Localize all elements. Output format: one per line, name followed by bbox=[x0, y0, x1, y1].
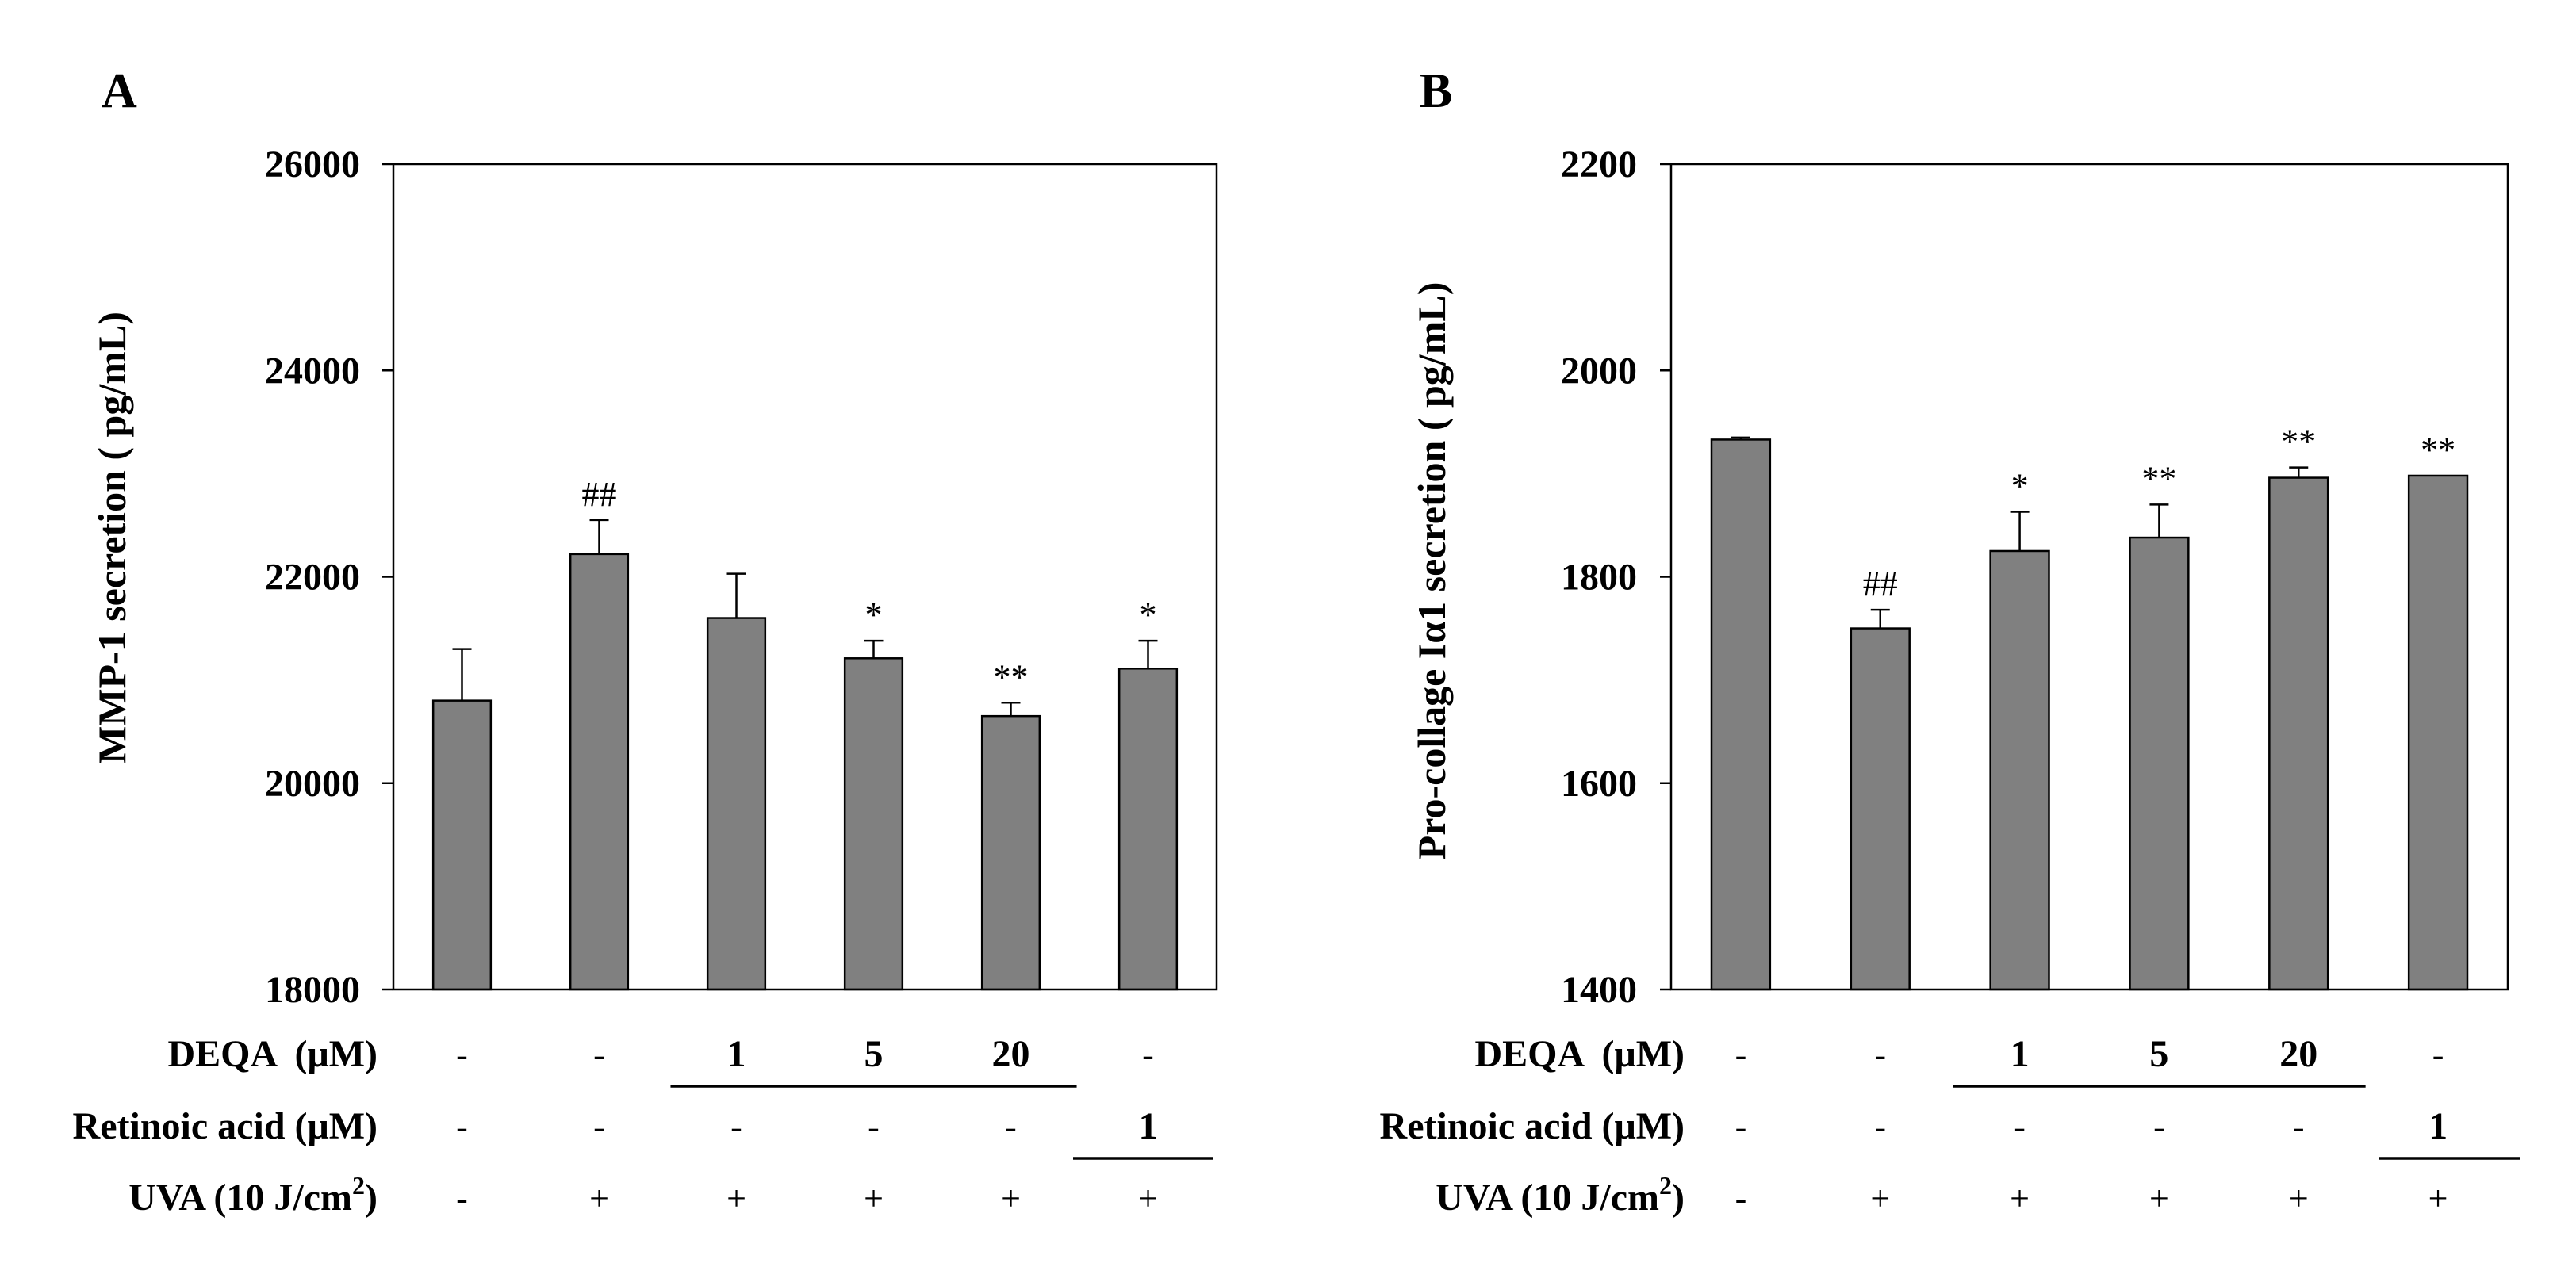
row-label-main: UVA (10 J/cm bbox=[128, 1177, 352, 1219]
row-label: Retinoic acid (μM) bbox=[1380, 1105, 1685, 1147]
panel-a: A MMP-1 secretion ( pg/mL) 1800020000220… bbox=[73, 64, 1218, 1219]
treatment-table-a: DEQA (μM) - - 1 5 20 - Retinoic acid (μM) - - - - - 1… bbox=[73, 1033, 1213, 1219]
y-tick-label: 18000 bbox=[265, 969, 360, 1011]
panel-b: B Pro-collage Iα1 secretion ( pg/mL) 140… bbox=[1380, 64, 2520, 1219]
y-tick-label: 2200 bbox=[1561, 144, 1637, 186]
row-label: DEQA (μM) bbox=[167, 1033, 378, 1075]
table-cell: 20 bbox=[992, 1033, 1030, 1075]
bars-a bbox=[431, 553, 1179, 991]
y-ticks-a: 18000 20000 22000 24000 26000 bbox=[265, 144, 393, 1011]
bar bbox=[1117, 668, 1179, 991]
table-cell: + bbox=[2010, 1179, 2030, 1218]
table-cell: - bbox=[593, 1035, 605, 1074]
significance-mark: ** bbox=[994, 657, 1029, 696]
plot-frame-a bbox=[392, 163, 1218, 991]
row-label-end: ) bbox=[1672, 1177, 1685, 1219]
table-cell: 5 bbox=[864, 1033, 884, 1075]
table-cell: - bbox=[456, 1108, 468, 1146]
significance-mark: * bbox=[1140, 595, 1157, 634]
table-cell: - bbox=[2293, 1108, 2305, 1146]
annotations-a: ##**** bbox=[582, 475, 1157, 696]
significance-mark: ## bbox=[582, 475, 617, 514]
annotations-b: ##* **** ** bbox=[1863, 423, 2455, 604]
bar bbox=[1710, 438, 1772, 991]
y-tick-label: 22000 bbox=[265, 557, 360, 599]
significance-mark: ## bbox=[1863, 565, 1898, 603]
bar bbox=[431, 699, 493, 991]
y-axis-title-b: Pro-collage Iα1 secretion ( pg/mL) bbox=[1409, 282, 1454, 860]
table-cell: - bbox=[456, 1179, 468, 1218]
row-label-end: ) bbox=[365, 1177, 378, 1219]
table-cell: + bbox=[1001, 1179, 1021, 1218]
row-label-superscript: 2 bbox=[352, 1171, 365, 1200]
plot-frame-b bbox=[1669, 163, 2509, 991]
table-cell: 1 bbox=[1139, 1105, 1158, 1147]
panel-letter-b: B bbox=[1420, 64, 1452, 118]
significance-mark: ** bbox=[2281, 423, 2316, 461]
y-tick-label: 1600 bbox=[1561, 763, 1637, 805]
bar bbox=[569, 553, 630, 991]
y-tick-label: 1800 bbox=[1561, 557, 1637, 599]
error-bars-b bbox=[1731, 436, 2309, 629]
treatment-table-b: DEQA (μM) - - 1 5 20 - Retinoic acid (μM) - - - - - 1… bbox=[1380, 1033, 2520, 1219]
y-axis-title-a: MMP-1 secretion ( pg/mL) bbox=[90, 312, 134, 764]
table-cell: 5 bbox=[2149, 1033, 2168, 1075]
bar bbox=[2407, 474, 2469, 991]
y-tick-label: 20000 bbox=[265, 763, 360, 805]
table-cell: 1 bbox=[2011, 1033, 2030, 1075]
table-cell: + bbox=[726, 1179, 746, 1218]
y-tick-label: 2000 bbox=[1561, 350, 1637, 392]
bar bbox=[1850, 627, 1911, 991]
table-cell: 1 bbox=[2428, 1105, 2448, 1147]
table-cell: - bbox=[868, 1108, 880, 1146]
bar bbox=[706, 617, 767, 991]
y-tick-label: 1400 bbox=[1561, 969, 1637, 1011]
bar bbox=[2268, 476, 2329, 991]
y-ticks-b: 1400 1600 1800 2000 2200 bbox=[1561, 144, 1671, 1011]
table-cell: + bbox=[2428, 1179, 2448, 1218]
row-label: UVA (10 J/cm2) bbox=[1436, 1171, 1685, 1219]
table-cell: - bbox=[2153, 1108, 2165, 1146]
table-cell: - bbox=[1735, 1108, 1747, 1146]
table-cell: + bbox=[2289, 1179, 2309, 1218]
bar bbox=[980, 714, 1041, 991]
y-tick-label: 24000 bbox=[265, 350, 360, 392]
table-cell: + bbox=[589, 1179, 609, 1218]
table-cell: - bbox=[1735, 1179, 1747, 1218]
table-cell: + bbox=[1870, 1179, 1890, 1218]
table-cell: - bbox=[1142, 1035, 1154, 1074]
table-cell: 20 bbox=[2279, 1033, 2317, 1075]
table-cell: + bbox=[1138, 1179, 1158, 1218]
bar bbox=[2129, 536, 2190, 991]
table-cell: + bbox=[864, 1179, 884, 1218]
row-label: Retinoic acid (μM) bbox=[73, 1105, 378, 1147]
error-bars-a bbox=[452, 519, 1158, 717]
table-cell: - bbox=[1874, 1035, 1886, 1074]
table-cell: - bbox=[1874, 1108, 1886, 1146]
table-cell: 1 bbox=[727, 1033, 746, 1075]
table-cell: + bbox=[2149, 1179, 2169, 1218]
significance-mark: * bbox=[865, 595, 883, 634]
significance-mark: ** bbox=[2421, 431, 2455, 469]
row-label-superscript: 2 bbox=[1659, 1171, 1672, 1200]
panel-letter-a: A bbox=[102, 64, 137, 118]
table-cell: - bbox=[593, 1108, 605, 1146]
significance-mark: * bbox=[2011, 467, 2029, 506]
row-label: DEQA (μM) bbox=[1474, 1033, 1685, 1075]
bar bbox=[1989, 549, 2050, 991]
table-cell: - bbox=[2432, 1035, 2444, 1074]
row-label: UVA (10 J/cm2) bbox=[128, 1171, 378, 1219]
significance-mark: ** bbox=[2141, 459, 2176, 498]
table-cell: - bbox=[2014, 1108, 2026, 1146]
bar bbox=[843, 657, 904, 991]
row-label-main: UVA (10 J/cm bbox=[1436, 1177, 1659, 1219]
table-cell: - bbox=[1735, 1035, 1747, 1074]
y-tick-label: 26000 bbox=[265, 144, 360, 186]
table-cell: - bbox=[456, 1035, 468, 1074]
table-cell: - bbox=[730, 1108, 742, 1146]
table-cell: - bbox=[1005, 1108, 1017, 1146]
bars-b bbox=[1710, 438, 2469, 991]
